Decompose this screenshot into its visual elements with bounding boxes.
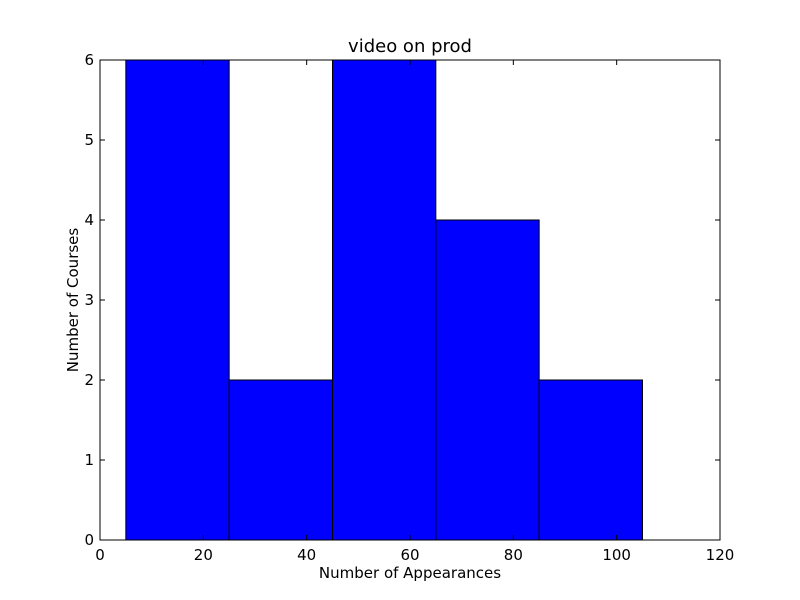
x-tick-label: 20 [194, 546, 213, 564]
y-axis-ticks: 0 1 2 3 4 5 6 [84, 51, 720, 549]
x-tick-label: 60 [400, 546, 419, 564]
histogram-bar [538, 379, 644, 541]
x-axis-ticks: 0 20 40 60 80 100 120 [95, 60, 734, 564]
x-axis-label: Number of Appearances [319, 564, 501, 582]
histogram-bar [125, 59, 230, 541]
y-tick-label: 1 [84, 451, 94, 469]
x-tick-label: 120 [706, 546, 735, 564]
y-tick-label: 4 [84, 211, 94, 229]
chart-title: video on prod [348, 36, 472, 57]
y-tick-label: 3 [84, 291, 94, 309]
histogram-bar [228, 379, 334, 541]
histogram-bar [435, 219, 540, 541]
x-tick-label: 80 [504, 546, 523, 564]
y-tick-label: 0 [84, 531, 94, 549]
histogram-bar [332, 59, 437, 541]
x-tick-label: 0 [95, 546, 105, 564]
y-tick-label: 2 [84, 371, 94, 389]
y-axis-label: Number of Courses [64, 228, 82, 373]
y-tick-label: 5 [84, 131, 94, 149]
x-tick-label: 100 [602, 546, 631, 564]
bars-group [125, 59, 644, 541]
y-tick-label: 6 [84, 51, 94, 69]
x-tick-label: 40 [297, 546, 316, 564]
